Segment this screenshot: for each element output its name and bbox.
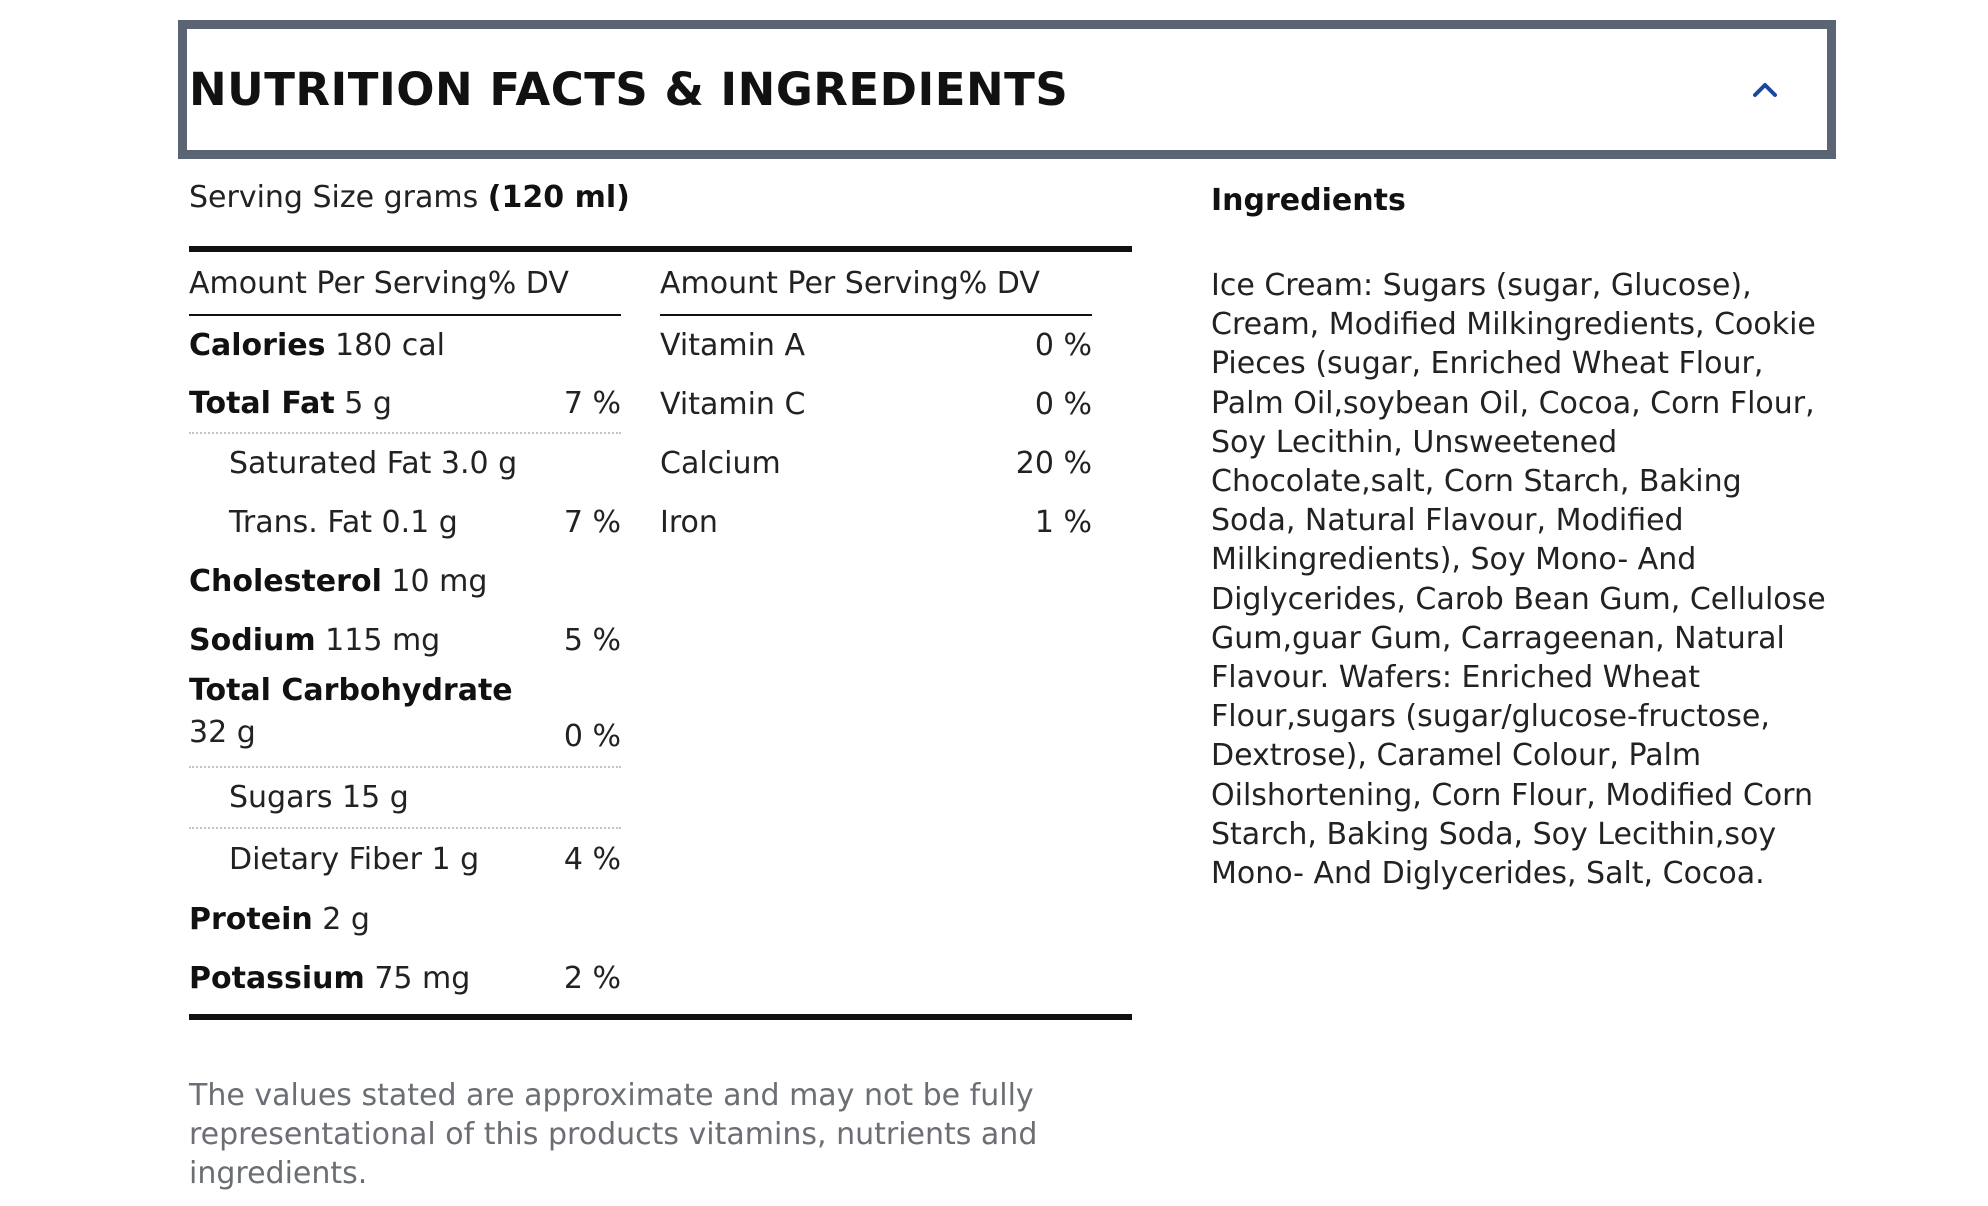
nutrient-name: Total Carbohydrate: [189, 673, 513, 708]
disclaimer-note: The values stated are approximate and ma…: [189, 1078, 1038, 1191]
nutrient-amount: 75 mg: [374, 961, 471, 996]
nutrient-amount: 5 g: [344, 386, 392, 421]
column-header: Amount Per Serving% DV: [660, 252, 1092, 316]
nutrient-row: Potassium 75 mg 2 %: [189, 949, 621, 1008]
vitamin-row: Vitamin C 0 %: [660, 375, 1092, 434]
nutrient-label: Cholesterol 10 mg: [189, 564, 487, 599]
nutrient-amount: 2 g: [322, 902, 370, 937]
nutrient-amount: 10 mg: [391, 564, 488, 599]
nutrient-name: Cholesterol: [189, 564, 382, 599]
nutrient-row: Sodium 115 mg 5 %: [189, 611, 621, 670]
nutrient-amount: 32 g: [189, 715, 256, 750]
nutrient-label: Sugars 15 g: [229, 780, 409, 815]
vitamin-dv: 20 %: [1015, 446, 1092, 481]
nutrition-column-right: Amount Per Serving% DV Vitamin A 0 % Vit…: [660, 252, 1092, 552]
nutrient-name: Calories: [189, 328, 326, 363]
vitamin-label: Iron: [660, 505, 718, 540]
nutrient-label: Dietary Fiber 1 g: [229, 842, 480, 877]
nutrition-column-left: Amount Per Serving% DV Calories 180 cal …: [189, 252, 621, 1008]
nutrient-amount: 115 mg: [325, 623, 441, 658]
nutrient-row: Sugars 15 g: [189, 768, 621, 829]
nutrient-row: Calories 180 cal: [189, 316, 621, 375]
nutrient-row: Dietary Fiber 1 g 4 %: [189, 829, 621, 890]
vitamin-row: Calcium 20 %: [660, 434, 1092, 493]
nutrient-label: Calories 180 cal: [189, 328, 445, 363]
nutrient-row: Protein 2 g: [189, 890, 621, 949]
ingredients-title: Ingredients: [1211, 183, 1406, 218]
vitamin-label: Vitamin A: [660, 328, 805, 363]
vitamin-row: Iron 1 %: [660, 493, 1092, 552]
vitamin-label: Calcium: [660, 446, 781, 481]
nutrient-label: Sodium 115 mg: [189, 623, 440, 658]
nutrient-row: Total Fat 5 g 7 %: [189, 375, 621, 434]
vitamin-dv: 0 %: [1034, 387, 1092, 422]
vitamin-dv: 0 %: [1034, 328, 1092, 363]
nutrient-label: Protein 2 g: [189, 902, 370, 937]
nutrient-label: Trans. Fat 0.1 g: [229, 505, 458, 540]
nutrient-dv: 4 %: [563, 842, 621, 877]
serving-size-label: Serving Size grams: [189, 180, 479, 215]
nutrient-amount: 180 cal: [334, 328, 445, 363]
nutrient-label: Potassium 75 mg: [189, 961, 470, 996]
chevron-up-icon[interactable]: [1745, 70, 1785, 110]
nutrient-label: Saturated Fat 3.0 g: [229, 446, 518, 481]
nutrient-label: Total Fat 5 g: [189, 386, 392, 421]
nutrient-dv: 5 %: [563, 623, 621, 658]
nutrient-name: Total Fat: [189, 386, 335, 421]
nutrient-name: Sodium: [189, 623, 316, 658]
vitamin-label: Vitamin C: [660, 387, 806, 422]
nutrient-row: Saturated Fat 3.0 g: [189, 434, 621, 493]
column-header: Amount Per Serving% DV: [189, 252, 621, 316]
ingredients-panel: Ingredients Ice Cream: Sugars (sugar, Gl…: [1211, 183, 1831, 893]
vitamin-dv: 1 %: [1034, 505, 1092, 540]
nutrient-row: Cholesterol 10 mg: [189, 552, 621, 611]
nutrient-name: Protein: [189, 902, 313, 937]
serving-size: Serving Size grams (120 ml): [189, 180, 630, 215]
nutrient-dv: 7 %: [563, 386, 621, 421]
nutrient-row: Total Carbohydrate 32 g 0 %: [189, 670, 621, 768]
nutrient-name: Potassium: [189, 961, 365, 996]
nutrient-dv: 0 %: [563, 719, 621, 754]
nutrient-dv: 7 %: [563, 505, 621, 540]
nutrition-section: NUTRITION FACTS & INGREDIENTS Serving Si…: [178, 20, 1836, 1191]
section-title: NUTRITION FACTS & INGREDIENTS: [189, 63, 1069, 116]
nutrient-label: Total Carbohydrate 32 g: [189, 670, 513, 754]
nutrition-table: Amount Per Serving% DV Calories 180 cal …: [189, 246, 1132, 1020]
ingredients-text: Ice Cream: Sugars (sugar, Glucose), Crea…: [1211, 268, 1826, 892]
serving-size-value: (120 ml): [487, 180, 630, 215]
nutrient-row: Trans. Fat 0.1 g 7 %: [189, 493, 621, 552]
vitamin-row: Vitamin A 0 %: [660, 316, 1092, 375]
nutrient-dv: 2 %: [563, 961, 621, 996]
accordion-header[interactable]: NUTRITION FACTS & INGREDIENTS: [178, 20, 1836, 159]
